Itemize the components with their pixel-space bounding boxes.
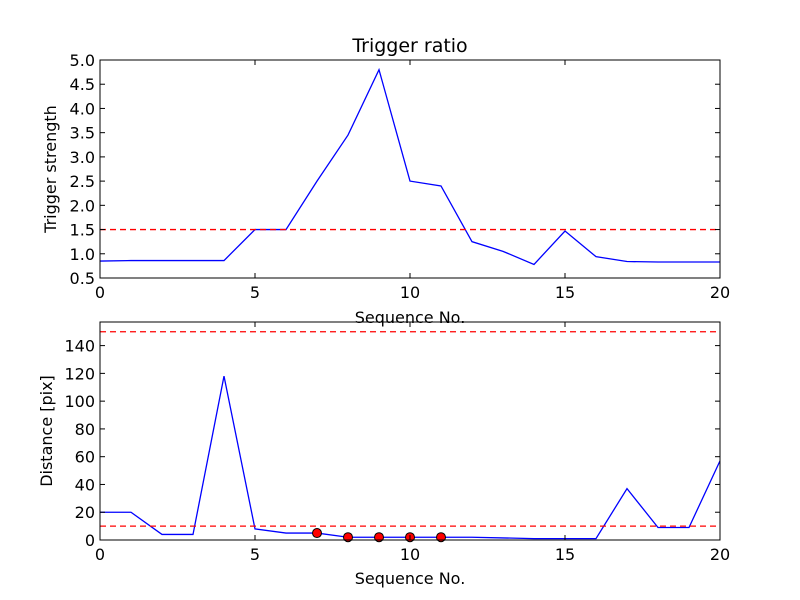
y-tick-label: 1.5 — [70, 221, 95, 240]
y-axis-label: Distance [pix] — [37, 375, 56, 487]
y-tick-label: 40 — [75, 475, 95, 494]
point-marker — [343, 532, 353, 543]
y-tick-label: 2.5 — [70, 172, 95, 191]
y-tick-label: 4.0 — [70, 99, 95, 118]
y-tick-label: 80 — [75, 420, 95, 439]
axis-ticks: 0 5 10 15 20 0 20 40 60 80 100 120 140 — [64, 322, 730, 564]
y-tick-label: 140 — [64, 337, 95, 356]
point-marker — [436, 532, 446, 543]
point-marker — [374, 532, 384, 543]
x-tick-label: 10 — [400, 283, 420, 302]
y-tick-label: 1.0 — [70, 245, 95, 264]
y-tick-label: 4.5 — [70, 75, 95, 94]
y-tick-label: 0.5 — [70, 269, 95, 288]
plot-marks — [99, 67, 720, 266]
y-tick-label: 2.0 — [70, 196, 95, 215]
y-tick-label: 120 — [64, 364, 95, 383]
y-tick-label: 60 — [75, 448, 95, 467]
y-tick-label: 100 — [64, 392, 95, 411]
y-tick-label: 3.5 — [70, 124, 95, 143]
y-tick-label: 20 — [75, 503, 95, 522]
x-tick-label: 0 — [95, 545, 105, 564]
x-tick-label: 10 — [400, 545, 420, 564]
distance-plot: Distance [pix] Sequence No. 0 5 10 15 20 0 20 4… — [37, 321, 730, 588]
y-tick-label: 0 — [85, 531, 95, 550]
series-line — [99, 67, 720, 266]
y-axis-label: Trigger strength — [41, 105, 60, 234]
trigger-ratio-plot: Trigger ratio Trigger strength Sequence … — [41, 35, 730, 327]
y-tick-label: 3.0 — [70, 148, 95, 167]
x-axis-label: Sequence No. — [355, 569, 466, 588]
x-tick-label: 15 — [555, 545, 575, 564]
x-tick-label: 5 — [250, 283, 260, 302]
x-tick-label: 15 — [555, 283, 575, 302]
x-tick-label: 20 — [710, 283, 730, 302]
x-tick-label: 20 — [710, 545, 730, 564]
x-tick-label: 5 — [250, 545, 260, 564]
axis-ticks: 0 5 10 15 20 0.5 1.0 1.5 2.0 2.5 3.0 3.5 4.0 4.5 5.0 — [70, 51, 731, 302]
y-tick-label: 5.0 — [70, 51, 95, 70]
plot-title: Trigger ratio — [351, 35, 467, 57]
x-tick-label: 0 — [95, 283, 105, 302]
point-marker — [312, 528, 322, 539]
